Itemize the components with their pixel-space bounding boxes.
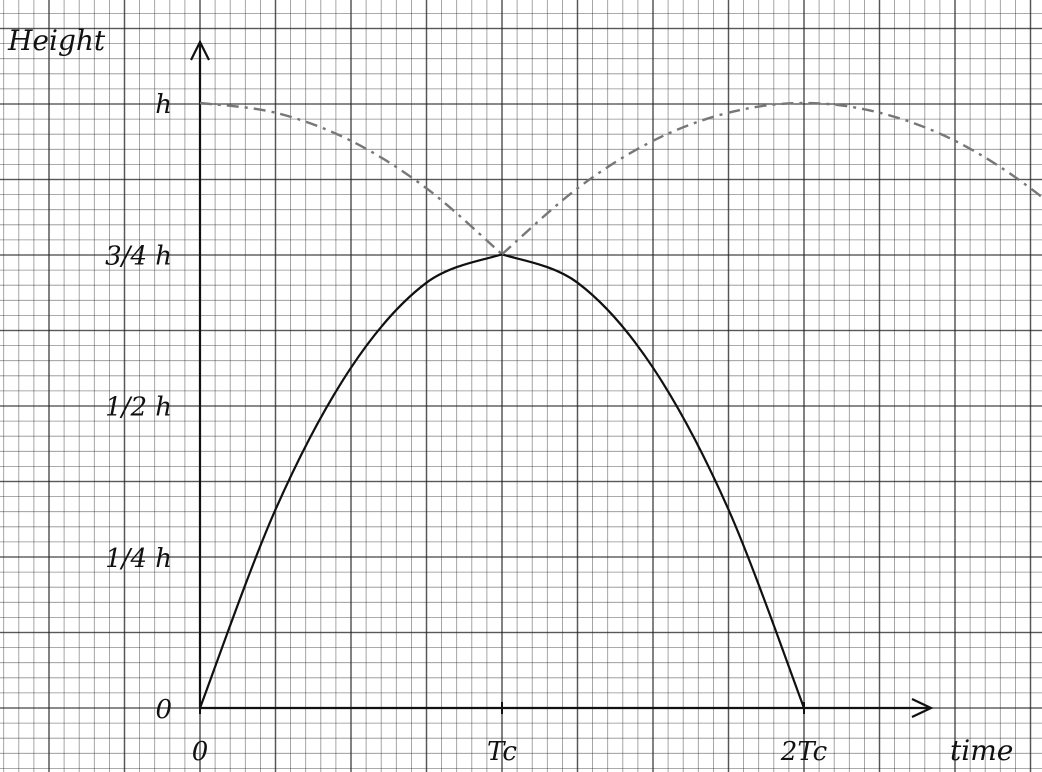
dashed-curve-3 bbox=[501, 101, 1042, 256]
x-tick-label: 2Tc bbox=[780, 737, 828, 767]
x-tick-label: 0 bbox=[192, 737, 209, 767]
x-tick-label: Tc bbox=[487, 737, 517, 767]
y-tick-label: 0 bbox=[155, 695, 172, 725]
axes bbox=[190, 39, 934, 718]
solid-curve-0 bbox=[198, 253, 503, 709]
y-tick-label: h bbox=[155, 90, 172, 120]
labels: Height time 0Tc2Tc3Tc4Tc01/4 h1/2 h3/4 h… bbox=[7, 24, 1013, 767]
x-axis-title: time bbox=[950, 734, 1013, 767]
solid-curve-1 bbox=[501, 253, 806, 709]
x-axis-arrow bbox=[911, 698, 934, 718]
dashed-curve-2 bbox=[199, 101, 503, 256]
y-tick-label: 1/2 h bbox=[105, 393, 172, 423]
y-tick-label: 3/4 h bbox=[105, 241, 172, 271]
y-axis-title: Height bbox=[7, 24, 106, 57]
y-tick-label: 1/4 h bbox=[105, 544, 172, 574]
y-axis-arrow bbox=[190, 39, 210, 61]
series-layer bbox=[198, 101, 1042, 709]
